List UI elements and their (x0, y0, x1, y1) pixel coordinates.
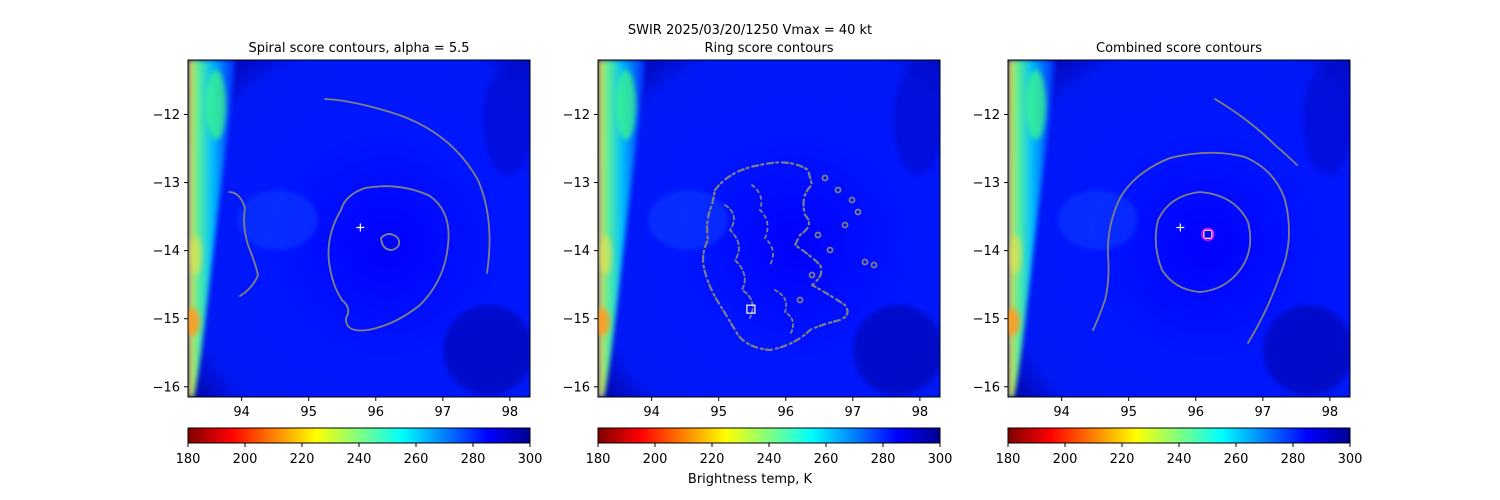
y-tick-label: −16 (153, 380, 180, 395)
colorbar-tick-label: 220 (1110, 452, 1135, 467)
axes-frame (1007, 59, 1351, 398)
axes-frame (187, 59, 531, 398)
y-tick-label: −14 (563, 244, 590, 259)
colorbar-tick-label: 200 (1053, 452, 1078, 467)
score-contours (1092, 98, 1298, 344)
x-tick-label: 95 (300, 405, 317, 420)
panel-3: Combined score contours 94 95 96 97 98 −12 −13 −… (973, 41, 1363, 467)
x-tick-label: 94 (233, 405, 250, 420)
score-contours (701, 161, 878, 352)
x-tick-label: 94 (643, 405, 660, 420)
center-plus-marker (1176, 223, 1185, 232)
colorbar-tick-label: 260 (404, 452, 429, 467)
colorbar-tick-label: 220 (700, 452, 725, 467)
x-tick-label: 98 (502, 405, 519, 420)
y-tick-label: −16 (563, 380, 590, 395)
y-tick-label: −13 (973, 176, 1000, 191)
x-tick-label: 96 (367, 405, 384, 420)
panel-title: Spiral score contours, alpha = 5.5 (248, 41, 469, 56)
colorbar-tick-label: 180 (586, 452, 611, 467)
y-tick-label: −15 (563, 312, 590, 327)
y-tick-label: −14 (973, 244, 1000, 259)
colorbar-gradient (187, 427, 531, 444)
score-contours (228, 98, 491, 332)
x-tick-label: 97 (845, 405, 862, 420)
colorbar-tick-label: 180 (176, 452, 201, 467)
y-tick-label: −15 (973, 312, 1000, 327)
colorbar-gradient (597, 427, 941, 444)
colorbar: 180 200 220 240 260 280 300 (586, 427, 953, 467)
y-tick-label: −16 (973, 380, 1000, 395)
x-tick-label: 98 (912, 405, 929, 420)
colorbar-tick-label: 300 (1338, 452, 1363, 467)
colorbar-tick-label: 200 (233, 452, 258, 467)
colorbar-tick-label: 280 (871, 452, 896, 467)
center-plus-marker (356, 223, 365, 232)
colorbar: 180 200 220 240 260 280 300 (996, 427, 1363, 467)
x-tick-label: 95 (1120, 405, 1137, 420)
colorbar-gradient (1007, 427, 1351, 444)
colorbar-tick-label: 220 (290, 452, 315, 467)
y-tick-label: −14 (153, 244, 180, 259)
x-tick-label: 98 (1322, 405, 1339, 420)
colorbar-tick-label: 280 (1281, 452, 1306, 467)
figure-suptitle: SWIR 2025/03/20/1250 Vmax = 40 kt (627, 23, 873, 38)
brightness-heatmap (188, 60, 530, 397)
colorbar-tick-label: 260 (814, 452, 839, 467)
y-tick-label: −12 (153, 108, 180, 123)
colorbar-tick-label: 260 (1224, 452, 1249, 467)
colorbar-tick-label: 180 (996, 452, 1021, 467)
panel-title: Ring score contours (704, 41, 833, 56)
center-square-marker (1203, 229, 1213, 239)
y-tick-label: −12 (973, 108, 1000, 123)
colorbar-tick-label: 240 (1167, 452, 1192, 467)
colorbar-tick-label: 300 (928, 452, 953, 467)
colorbar-label: Brightness temp, K (687, 472, 813, 487)
panel-title: Combined score contours (1096, 41, 1262, 56)
y-tick-label: −13 (153, 176, 180, 191)
colorbar-tick-label: 240 (347, 452, 372, 467)
x-tick-label: 97 (1255, 405, 1272, 420)
x-tick-label: 96 (1187, 405, 1204, 420)
y-tick-label: −12 (563, 108, 590, 123)
x-tick-label: 95 (710, 405, 727, 420)
x-tick-label: 97 (435, 405, 452, 420)
panel-2: Ring score contours 94 95 96 97 98 −12 −13 −14 −1… (563, 41, 953, 467)
x-tick-label: 96 (777, 405, 794, 420)
colorbar-tick-label: 240 (757, 452, 782, 467)
y-tick-label: −15 (153, 312, 180, 327)
center-circle-marker (1201, 227, 1215, 241)
brightness-heatmap (598, 60, 940, 397)
x-tick-label: 94 (1053, 405, 1070, 420)
brightness-heatmap (1008, 60, 1350, 397)
colorbar: 180 200 220 240 260 280 300 (176, 427, 543, 467)
panel-1: Spiral score contours, alpha = 5.5 94 95 96… (153, 41, 543, 467)
colorbar-tick-label: 300 (518, 452, 543, 467)
colorbar-tick-label: 200 (643, 452, 668, 467)
y-tick-label: −13 (563, 176, 590, 191)
axes-frame (597, 59, 941, 398)
colorbar-tick-label: 280 (461, 452, 486, 467)
center-square-marker (746, 304, 756, 314)
